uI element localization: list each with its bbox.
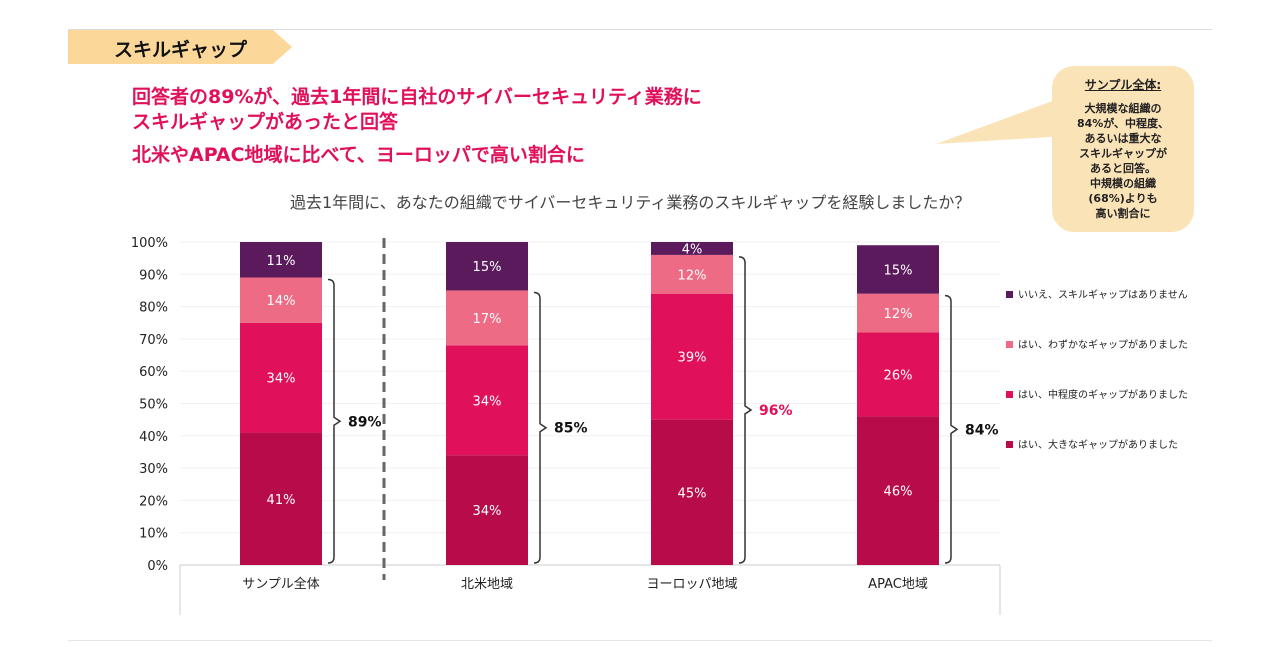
total-label: 89% — [348, 414, 382, 430]
callout-title: サンプル全体: — [1084, 78, 1162, 92]
chart-title: 過去1年間に、あなたの組織でサイバーセキュリティ業務のスキルギャップを経験しまし… — [290, 193, 971, 212]
data-label: 15% — [884, 263, 913, 278]
data-label: 12% — [678, 268, 707, 283]
x-tick-label: 北米地域 — [461, 577, 513, 592]
data-label: 46% — [884, 485, 913, 500]
y-tick-label: 60% — [139, 365, 168, 380]
callout-line: あるいは重大な — [1084, 132, 1162, 145]
total-bracket — [738, 256, 753, 564]
y-tick-label: 70% — [139, 333, 168, 348]
bar-segment — [240, 242, 322, 278]
headline-1: 回答者の89%が、過去1年間に自社のサイバーセキュリティ業務に — [132, 86, 702, 108]
bar-segment — [446, 290, 528, 346]
bar-segment — [446, 345, 528, 456]
legend-label: はい、わずかなギャップがありました — [1018, 338, 1188, 351]
bar-segment — [651, 254, 733, 294]
bar-segment — [446, 455, 528, 565]
legend-label: はい、中程度のギャップがありました — [1018, 388, 1188, 401]
bar-segment — [651, 242, 733, 255]
total-label: 84% — [965, 422, 999, 438]
legend-swatch — [1006, 291, 1013, 298]
bar-segment — [857, 416, 939, 565]
top-rule — [68, 29, 1212, 30]
legend-swatch — [1006, 341, 1013, 348]
total-label: 85% — [554, 421, 588, 437]
data-label: 12% — [884, 307, 913, 322]
bar-segment — [857, 293, 939, 333]
bar-segment — [240, 277, 322, 323]
legend-label: いいえ、スキルギャップはありません — [1018, 289, 1188, 301]
data-label: 4% — [682, 242, 703, 257]
data-label: 14% — [267, 294, 296, 309]
data-label: 45% — [678, 486, 707, 501]
y-tick-label: 40% — [139, 430, 168, 445]
data-label: 34% — [267, 372, 296, 387]
total-bracket — [327, 278, 342, 564]
y-tick-label: 100% — [131, 236, 168, 251]
data-label: 34% — [473, 394, 502, 409]
callout-line: スキルギャップが — [1079, 147, 1167, 160]
bar-segment — [857, 245, 939, 294]
legend-swatch — [1006, 391, 1013, 398]
bar-segment — [240, 432, 322, 565]
callout-line: 高い割合に — [1095, 207, 1151, 220]
y-tick-label: 0% — [147, 559, 168, 574]
data-label: 11% — [267, 254, 296, 269]
headline-3: 北米やAPAC地域に比べて、ヨーロッパで高い割合に — [132, 144, 585, 166]
total-bracket — [533, 291, 548, 564]
bar-segment — [857, 332, 939, 417]
y-tick-label: 90% — [139, 268, 168, 283]
callout-line: (68%)よりも — [1088, 192, 1158, 205]
bar-segment — [240, 322, 322, 433]
callout-box: サンプル全体: 大規模な組織の 84%が、中程度、 あるいは重大な スキルギャップがあ… — [1052, 66, 1194, 232]
y-tick-label: 30% — [139, 462, 168, 477]
callout-line: 大規模な組織の — [1084, 102, 1162, 115]
y-tick-label: 10% — [139, 527, 168, 542]
y-tick-label: 20% — [139, 494, 168, 509]
legend-swatch — [1006, 441, 1013, 448]
callout-line: 中規模の組織 — [1090, 177, 1156, 190]
total-label: 96% — [759, 403, 793, 419]
x-tick-label: APAC地域 — [868, 577, 928, 592]
bottom-rule — [68, 640, 1212, 641]
data-label: 17% — [473, 312, 502, 327]
bar-segment — [651, 419, 733, 565]
bar-segment — [651, 293, 733, 420]
callout-line: 84%が、中程度、 — [1076, 117, 1170, 130]
y-tick-label: 50% — [139, 398, 168, 413]
data-label: 26% — [884, 368, 913, 383]
headline-2: スキルギャップがあったと回答 — [132, 111, 399, 133]
section-tag-label: スキルギャップ — [114, 39, 248, 61]
legend-label: はい、大きなギャップがありました — [1018, 438, 1178, 451]
y-tick-label: 80% — [139, 301, 168, 316]
x-tick-label: ヨーロッパ地域 — [646, 577, 737, 592]
x-tick-label: サンプル全体 — [242, 576, 320, 592]
bar-segment — [446, 242, 528, 291]
data-label: 34% — [473, 504, 502, 519]
section-tag: スキルギャップ — [68, 30, 292, 64]
total-bracket — [944, 294, 959, 564]
data-label: 41% — [267, 493, 296, 508]
callout-line: あると回答。 — [1090, 162, 1156, 175]
data-label: 39% — [678, 351, 707, 366]
data-label: 15% — [473, 260, 502, 275]
